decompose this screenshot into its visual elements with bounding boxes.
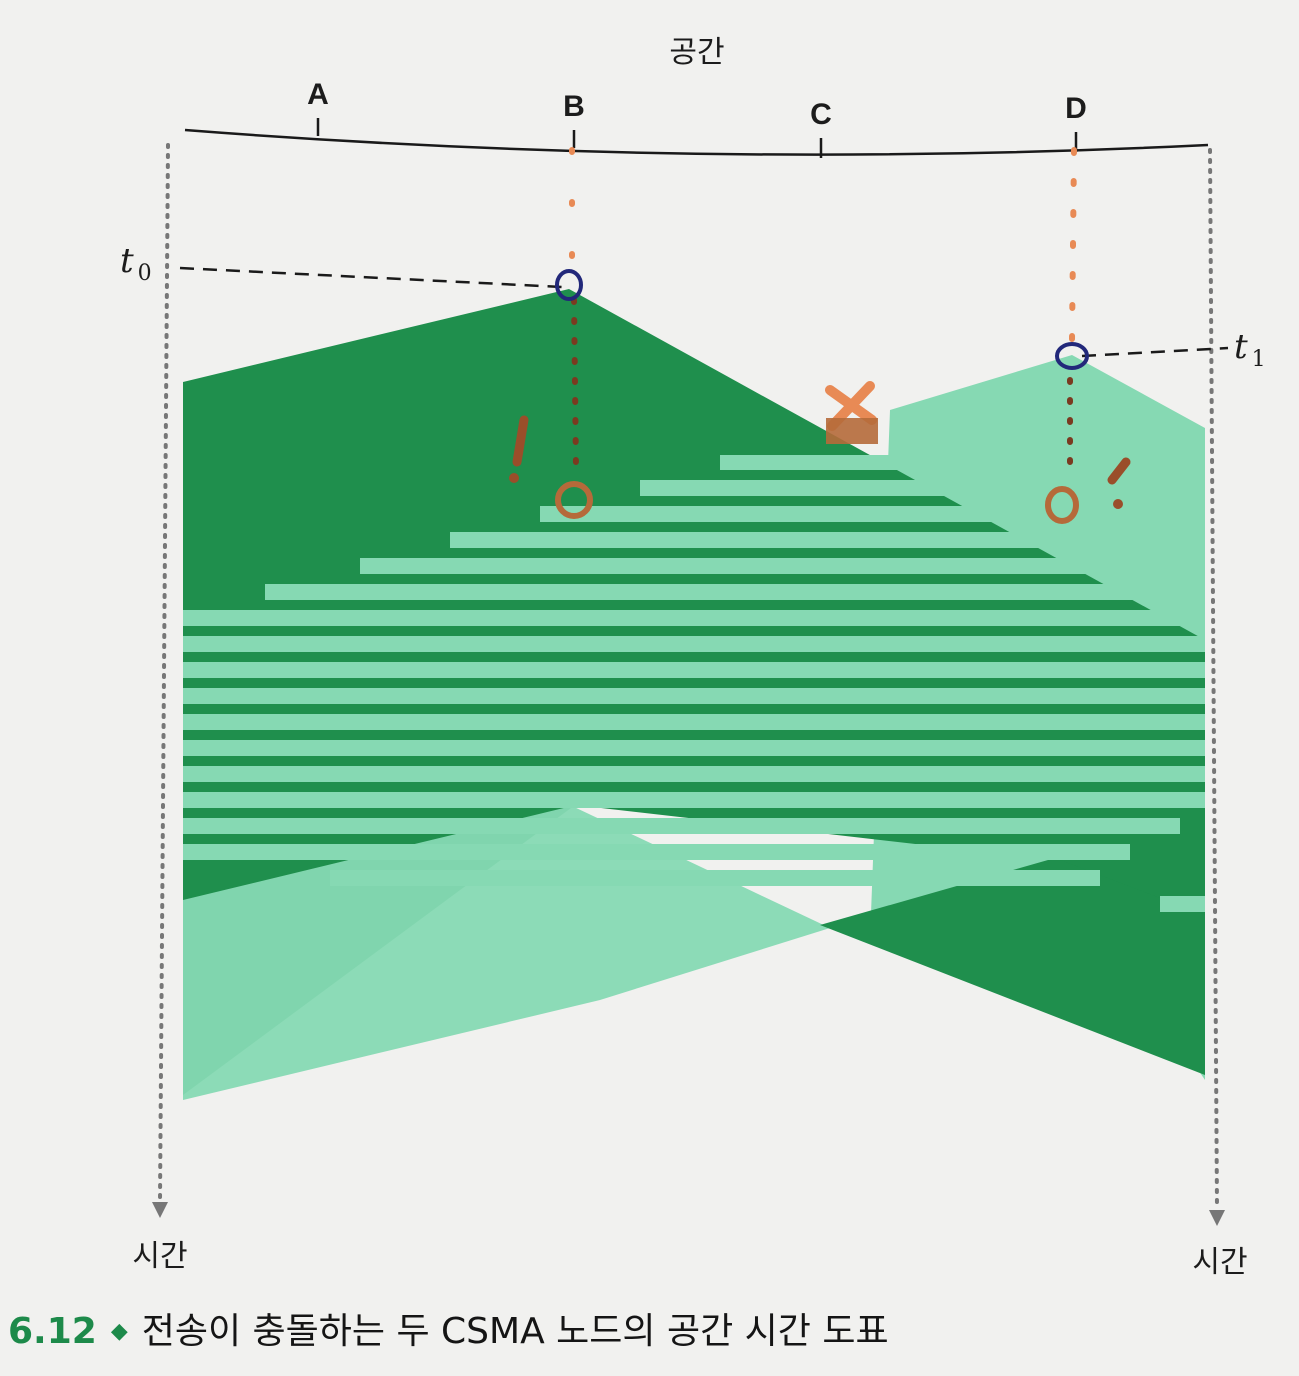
bus-line [184, 128, 1209, 156]
time-axis-left [158, 143, 170, 1202]
time-axis-right-arrow [1209, 1210, 1225, 1226]
node-label-c: C [810, 98, 832, 131]
caption-bullet: ◆ [110, 1319, 128, 1344]
time-axis-label-left: 시간 [132, 1239, 187, 1274]
t0-dashed-line [179, 266, 563, 289]
time-axis-left-arrow [152, 1202, 168, 1218]
node-label-a: A [307, 78, 329, 111]
caption-text: 전송이 충돌하는 두 CSMA 노드의 공간 시간 도표 [141, 1311, 889, 1352]
t1-dashed-line [1081, 346, 1229, 358]
transmission-d-tail-region [820, 858, 1205, 1075]
time-axis-label-right: 시간 [1192, 1245, 1247, 1280]
space-axis-label: 공간 [669, 35, 724, 70]
handwritten-annotations [509, 147, 1131, 524]
collision-stripes [183, 455, 1205, 912]
time-axis-right [1208, 148, 1219, 1210]
node-label-d: D [1065, 92, 1087, 125]
figure-number: 6.12 [8, 1311, 97, 1352]
node-label-b: B [563, 90, 585, 123]
figure-caption: 6.12 ◆ 전송이 충돌하는 두 CSMA 노드의 공간 시간 도표 [8, 1302, 889, 1354]
